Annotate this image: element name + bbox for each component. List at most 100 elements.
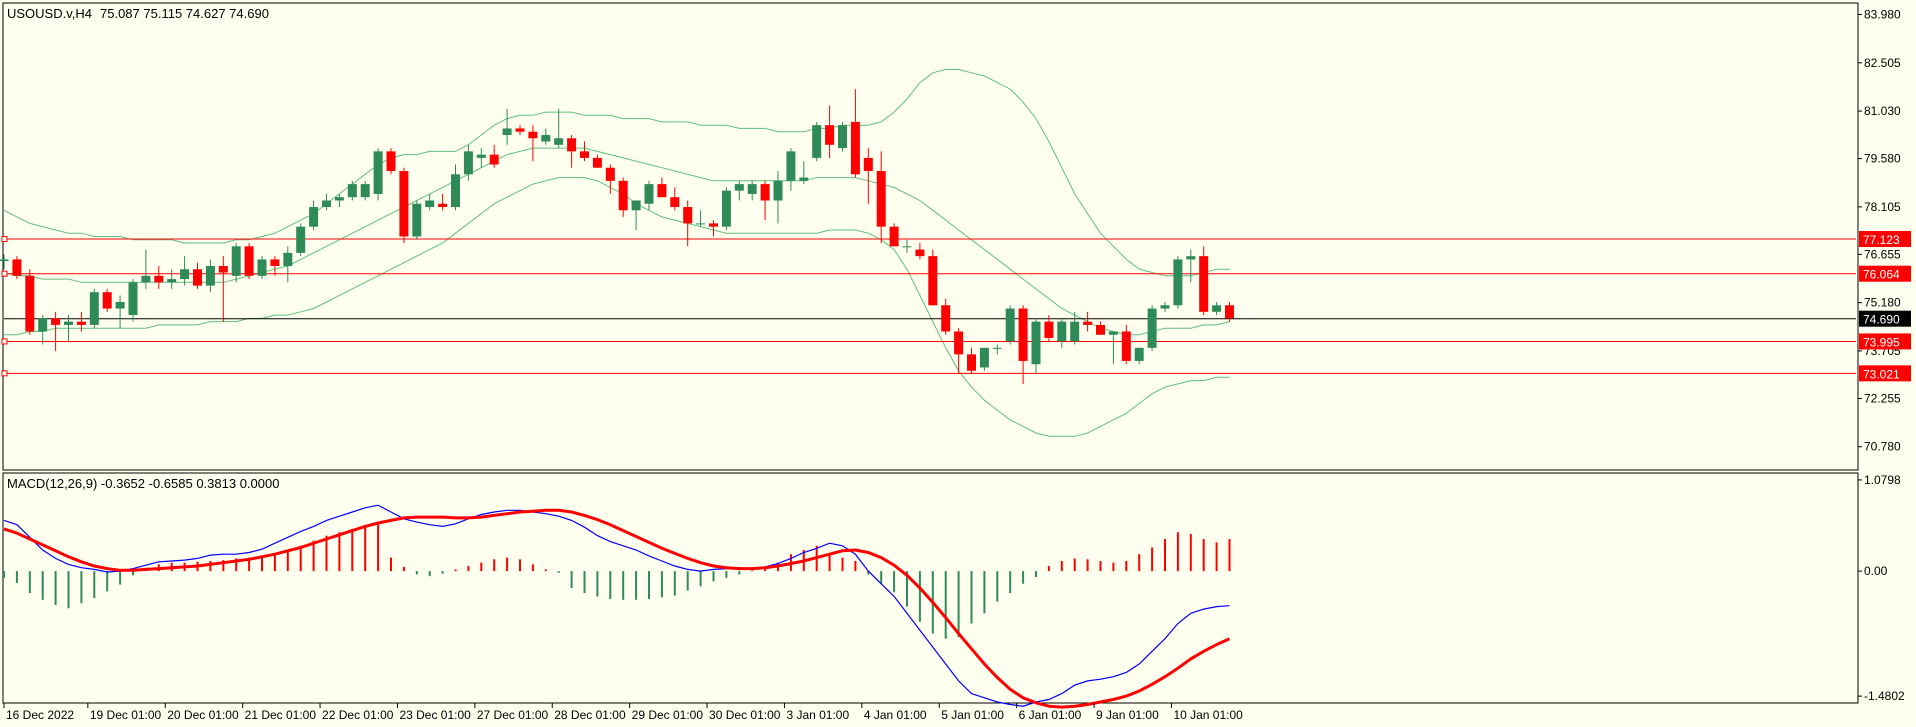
candle-bear — [670, 197, 680, 208]
candle-bull — [1134, 347, 1144, 361]
time-tick-label: 29 Dec 01:00 — [632, 708, 704, 722]
candle-bear — [863, 157, 873, 172]
time-tick-label: 21 Dec 01:00 — [245, 708, 317, 722]
candle-bear — [915, 249, 925, 257]
candles — [0, 89, 1234, 384]
candle-bear — [528, 131, 538, 139]
candle-bear — [25, 275, 35, 332]
candle-bull — [631, 200, 641, 211]
candle-bear — [12, 259, 22, 276]
level-handle — [1, 270, 8, 277]
candle-bull — [167, 279, 177, 283]
level-handle — [1, 338, 8, 345]
ohlc-values: 75.087 75.115 74.627 74.690 — [100, 6, 269, 21]
candle-bull — [721, 190, 731, 227]
level-label-bg — [1859, 265, 1911, 282]
candle-bear — [850, 121, 860, 175]
candle-bear — [1083, 321, 1093, 325]
price-panel[interactable]: 83.980 82.505 81.030 79.580 78.105 76.655 75.1… — [0, 2, 1911, 471]
candle-bull — [1147, 308, 1157, 348]
macd-axis: 1.0798 0.00 -1.4802 — [1858, 473, 1905, 703]
candle-bear — [399, 171, 409, 237]
candle-bull — [64, 321, 73, 325]
candle-bull — [541, 134, 551, 142]
level-label: 76.064 — [1863, 268, 1900, 282]
level-handle — [1, 370, 8, 377]
candle-bull — [812, 125, 822, 158]
time-tick-label: 27 Dec 01:00 — [477, 708, 549, 722]
candle-bear — [489, 154, 499, 165]
candle-bull — [283, 252, 293, 266]
price-axis: 83.980 82.505 81.030 79.580 78.105 76.655 75.1… — [1858, 7, 1901, 454]
macd-panel[interactable]: 1.0798 0.00 -1.4802 MACD(12,26,9) -0.3652 … — [2, 472, 1905, 709]
candle-bear — [1018, 308, 1028, 361]
candle-bear — [592, 157, 602, 168]
candle-bull — [902, 246, 912, 248]
macd-line — [3, 504, 1230, 707]
level-label: 73.021 — [1863, 367, 1900, 381]
candle-bull — [412, 203, 422, 237]
level-handle — [1, 236, 8, 243]
candle-bear — [270, 259, 280, 266]
bollinger-lower — [4, 177, 1230, 437]
candle-bull — [734, 184, 744, 191]
candle-bull — [425, 200, 435, 208]
candle-bear — [515, 128, 525, 132]
time-axis: 16 Dec 2022 19 Dec 01:00 20 Dec 01:00 21 De… — [3, 703, 1243, 722]
level-label-bg — [1859, 365, 1911, 382]
candle-bull — [115, 301, 125, 309]
candle-bear — [760, 184, 770, 201]
candle-bull — [347, 184, 357, 198]
candle-bear — [76, 321, 86, 325]
candle-bull — [1212, 305, 1222, 312]
candle-bear — [876, 171, 886, 227]
candle-bull — [696, 223, 706, 225]
candle-bull — [141, 275, 151, 283]
candle-bull — [1031, 321, 1041, 365]
candle-bear — [193, 269, 202, 286]
level-label: 73.995 — [1863, 335, 1900, 349]
level-label-bg — [1859, 310, 1911, 327]
candle-bull — [554, 138, 564, 145]
time-tick-label: 6 Jan 01:00 — [1019, 708, 1082, 722]
time-tick-label: 23 Dec 01:00 — [399, 708, 471, 722]
candle-bear — [1121, 331, 1131, 361]
candle-bull — [257, 259, 267, 276]
candle-bear — [889, 226, 899, 247]
candle-bull — [0, 259, 9, 262]
candle-bull — [747, 184, 757, 194]
price-tick-label: 76.655 — [1864, 247, 1901, 261]
time-tick-label: 4 Jan 01:00 — [864, 708, 927, 722]
candle-bull — [799, 177, 809, 181]
time-tick-label: 28 Dec 01:00 — [554, 708, 626, 722]
candle-bear — [967, 354, 976, 371]
price-tick-label: 78.105 — [1864, 200, 1901, 214]
candle-bear — [1044, 321, 1054, 339]
candle-bull — [128, 282, 138, 316]
candle-bear — [1225, 305, 1234, 319]
time-tick-label: 9 Jan 01:00 — [1096, 708, 1159, 722]
candle-bull — [476, 154, 486, 158]
candle-bull — [644, 184, 654, 204]
candle-bull — [205, 265, 215, 286]
level-label-bg — [1859, 333, 1911, 350]
candle-bear — [941, 305, 951, 332]
time-tick-label: 10 Jan 01:00 — [1173, 708, 1243, 722]
candle-bear — [154, 275, 164, 283]
candle-bull — [463, 151, 473, 175]
level-label-bg — [1859, 231, 1911, 248]
macd-tick-label: -1.4802 — [1864, 689, 1905, 703]
time-tick-label: 19 Dec 01:00 — [90, 708, 162, 722]
level-label: 74.690 — [1863, 313, 1900, 327]
candle-bull — [373, 151, 383, 194]
candle-bear — [51, 318, 61, 325]
candle-bear — [244, 246, 254, 276]
horizontal-levels[interactable] — [1, 236, 1856, 377]
macd-label: MACD(12,26,9) -0.3652 -0.6585 0.3813 0.0… — [7, 476, 279, 491]
candle-bull — [360, 184, 370, 198]
candle-bear — [218, 265, 228, 273]
price-tick-label: 75.180 — [1864, 296, 1901, 310]
candle-bull — [309, 207, 319, 227]
macd-tick-label: 0.00 — [1864, 564, 1888, 578]
